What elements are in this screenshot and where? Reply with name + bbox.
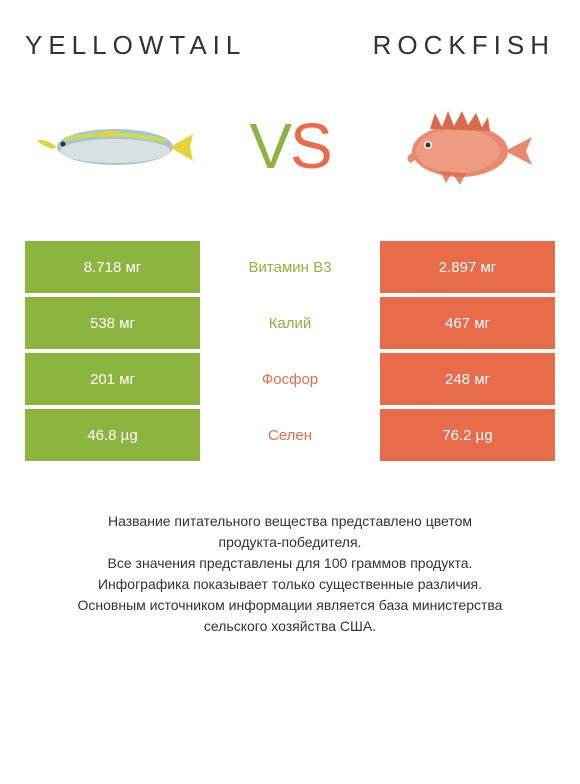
nutrient-cell: Селен [200, 409, 380, 461]
nutrient-cell: Витамин B3 [200, 241, 380, 293]
comparison-row: 46.8 µg Селен 76.2 µg [25, 409, 555, 461]
yellowtail-image [35, 101, 195, 191]
footer-line: сельского хозяйства США. [35, 616, 545, 637]
vs-v-letter: V [249, 110, 290, 182]
comparison-table: 8.718 мг Витамин B3 2.897 мг 538 мг Кали… [25, 241, 555, 461]
footer-line: Основным источником информации является … [35, 595, 545, 616]
left-value-cell: 201 мг [25, 353, 200, 405]
comparison-row: 538 мг Калий 467 мг [25, 297, 555, 349]
right-value-cell: 76.2 µg [380, 409, 555, 461]
right-value-cell: 467 мг [380, 297, 555, 349]
vs-s-letter: S [290, 110, 331, 182]
nutrient-cell: Фосфор [200, 353, 380, 405]
vs-label: VS [249, 109, 330, 183]
right-value-cell: 248 мг [380, 353, 555, 405]
footer-line: Название питательного вещества представл… [35, 511, 545, 532]
left-value-cell: 538 мг [25, 297, 200, 349]
footer-text: Название питательного вещества представл… [25, 511, 555, 637]
header: YELLOWTAIL ROCKFISH [25, 30, 555, 61]
left-value-cell: 46.8 µg [25, 409, 200, 461]
comparison-row: 201 мг Фосфор 248 мг [25, 353, 555, 405]
right-value-cell: 2.897 мг [380, 241, 555, 293]
right-product-title: ROCKFISH [373, 30, 555, 61]
left-product-title: YELLOWTAIL [25, 30, 246, 61]
footer-line: Все значения представлены для 100 граммо… [35, 553, 545, 574]
footer-line: Инфографика показывает только существенн… [35, 574, 545, 595]
images-row: VS [25, 101, 555, 191]
nutrient-cell: Калий [200, 297, 380, 349]
rockfish-image [385, 101, 545, 191]
comparison-row: 8.718 мг Витамин B3 2.897 мг [25, 241, 555, 293]
left-value-cell: 8.718 мг [25, 241, 200, 293]
footer-line: продукта-победителя. [35, 532, 545, 553]
